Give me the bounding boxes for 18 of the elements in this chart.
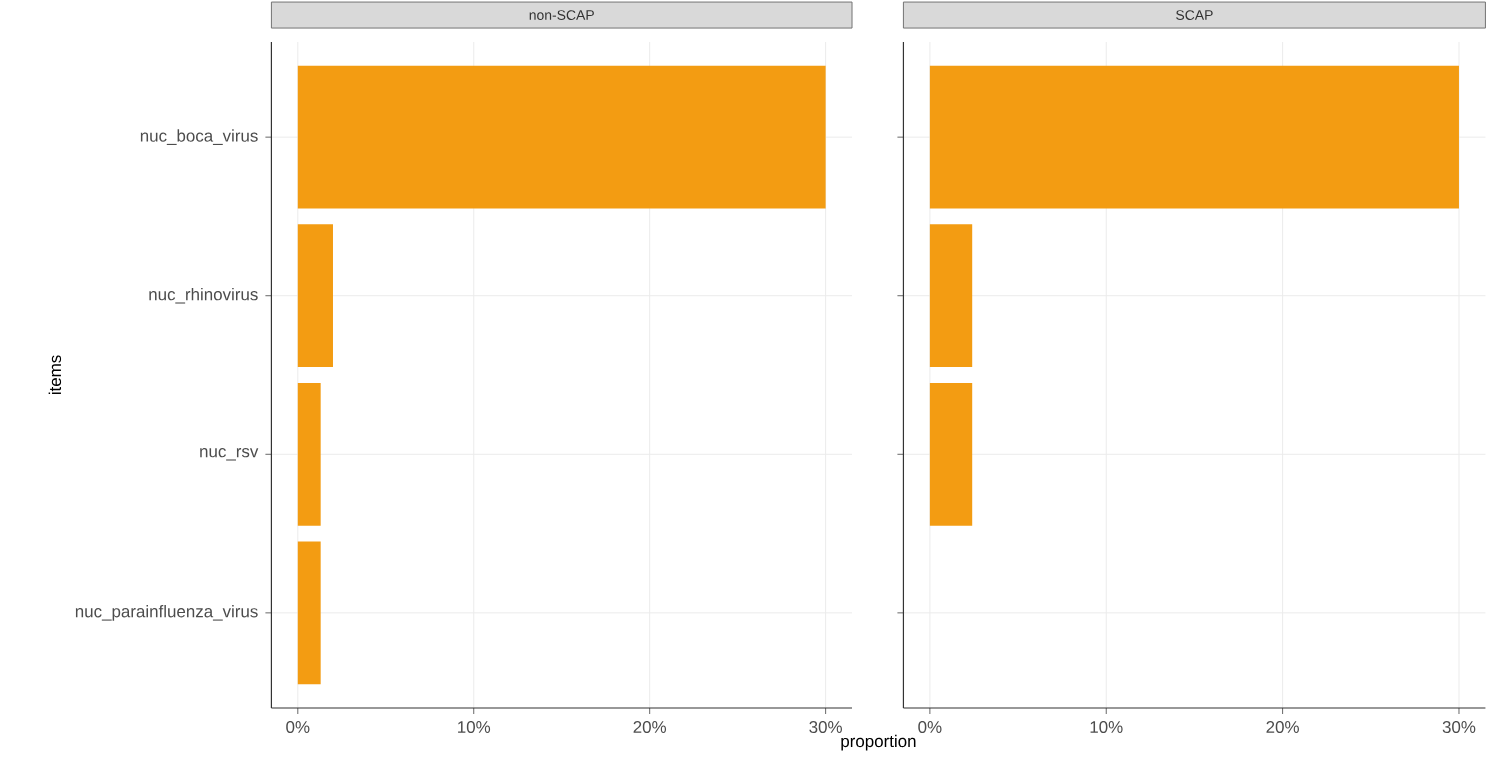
bar	[297, 382, 321, 526]
x-tick-label: 30%	[809, 721, 842, 734]
x-tick-label: 0%	[918, 721, 942, 734]
x-tick-label: 20%	[1266, 721, 1299, 734]
bar	[297, 65, 826, 209]
y-tick-label: nuc_rsv	[200, 448, 259, 461]
x-axis-title: proportion	[841, 734, 916, 751]
x-tick-label: 10%	[1090, 721, 1123, 734]
y-tick-label: nuc_parainfluenza_virus	[75, 604, 258, 621]
x-tick-label: 0%	[286, 721, 310, 734]
bar	[297, 224, 333, 368]
bar	[297, 541, 321, 685]
x-tick-label: 10%	[458, 721, 491, 734]
x-tick-label: 20%	[633, 721, 667, 734]
x-tick-label: 30%	[1442, 721, 1476, 734]
y-tick-label: nuc_boca_virus	[140, 129, 258, 145]
y-tick-label: nuc_rhinovirus	[149, 287, 258, 304]
y-axis-title: items	[48, 355, 62, 395]
